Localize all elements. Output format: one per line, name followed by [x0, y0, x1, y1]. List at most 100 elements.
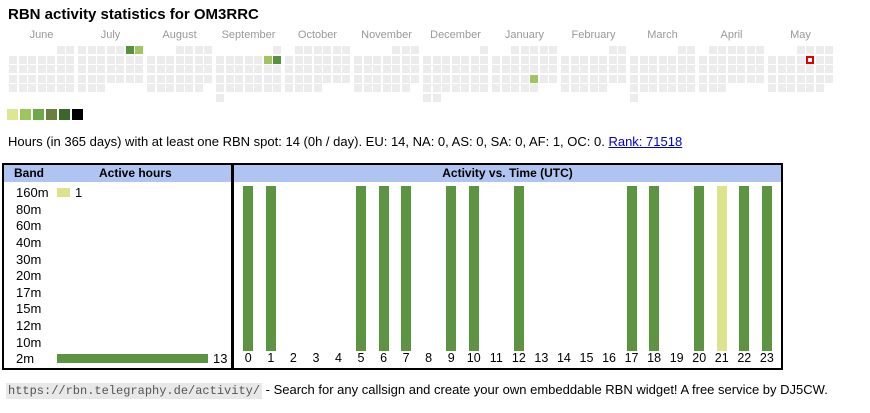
day-cell [815, 55, 824, 64]
hour-label: 10 [466, 350, 481, 365]
day-cell [501, 65, 510, 73]
day-cell [677, 55, 686, 64]
day-cell [313, 84, 322, 92]
day-cell [570, 84, 579, 92]
blank-cell [471, 46, 479, 54]
month-label: September [221, 29, 276, 41]
day-cell [480, 84, 488, 92]
hour-label: 1 [267, 350, 275, 365]
month-november: November [352, 29, 421, 102]
day-cell [313, 46, 322, 54]
day-cell [777, 65, 786, 73]
month-may: May [766, 29, 835, 102]
day-cell [156, 55, 165, 64]
hour-slot-7: 7 [395, 182, 418, 368]
day-cell [561, 65, 569, 73]
day-cell [687, 74, 695, 83]
day-cell [235, 74, 243, 83]
day-cell [737, 55, 745, 64]
day-cell [147, 84, 155, 92]
day-cell [28, 84, 36, 92]
day-cell [382, 55, 391, 64]
day-cell [125, 46, 134, 54]
hour-label: 4 [334, 350, 342, 365]
month-label: April [720, 29, 743, 41]
day-cell [756, 55, 764, 64]
blank-cell [590, 46, 598, 54]
day-cell [342, 65, 350, 73]
month-july: July [76, 29, 145, 102]
hour-slot-21: 21 [710, 182, 733, 368]
month-label: February [571, 29, 616, 41]
hour-label: 7 [402, 350, 410, 365]
day-cell [175, 65, 184, 73]
blank-cell [245, 46, 253, 54]
blank-cell [216, 46, 224, 54]
day-cell [501, 84, 510, 92]
day-cell [539, 46, 548, 54]
day-cell [668, 84, 676, 92]
day-cell [254, 84, 262, 92]
hour-slot-19: 19 [665, 182, 688, 368]
day-cell [756, 46, 764, 54]
day-cell [658, 65, 667, 73]
day-cell [392, 46, 400, 54]
day-cell [56, 84, 65, 92]
hour-bar-area [688, 182, 711, 351]
day-cell [78, 74, 86, 83]
hour-label: 6 [380, 350, 388, 365]
day-cell [9, 55, 17, 64]
hour-bar-area [553, 182, 576, 351]
hour-bar-area [350, 182, 373, 351]
day-cell [549, 55, 557, 64]
day-cell [699, 74, 707, 83]
hour-slot-2: 2 [282, 182, 305, 368]
day-cell [125, 74, 134, 83]
blank-cell [787, 46, 795, 54]
day-cell [194, 74, 203, 83]
hour-label: 13 [534, 350, 549, 365]
hour-label: 2 [289, 350, 297, 365]
day-cell [401, 55, 410, 64]
day-cell [225, 65, 234, 73]
band-label: 2m [16, 351, 35, 367]
day-cell [411, 46, 419, 54]
hour-bar-area [530, 182, 553, 351]
hour-label: 20 [692, 350, 707, 365]
band-label: 10m [16, 334, 42, 350]
day-cell [580, 65, 588, 73]
day-cell [432, 84, 441, 92]
day-cell [599, 84, 607, 92]
day-cell [87, 65, 96, 73]
day-cell [401, 84, 410, 92]
month-grid [147, 46, 212, 92]
blank-cell [768, 46, 776, 54]
legend-swatch [46, 108, 57, 120]
day-cell [47, 74, 55, 83]
day-cell [204, 55, 212, 64]
hour-bar-area [237, 182, 260, 351]
day-cell [175, 74, 184, 83]
day-cell [342, 55, 350, 64]
day-cell [768, 74, 776, 83]
day-cell [480, 65, 488, 73]
month-december: December [421, 29, 490, 102]
blank-cell [47, 46, 55, 54]
hour-slot-16: 16 [598, 182, 621, 368]
day-cell [699, 55, 707, 64]
blank-cell [226, 46, 234, 54]
rank-link[interactable]: Rank: 71518 [608, 133, 683, 149]
hour-slot-13: 13 [530, 182, 553, 368]
day-cell [549, 65, 557, 73]
hour-bar-area [733, 182, 756, 351]
day-cell [756, 65, 764, 73]
hour-label: 3 [312, 350, 320, 365]
day-cell [392, 65, 400, 73]
blank-cell [364, 46, 372, 54]
hour-bar-area [508, 182, 531, 351]
hour-slot-6: 6 [372, 182, 395, 368]
hour-label: 15 [579, 350, 594, 365]
day-cell [147, 74, 155, 83]
day-cell [423, 93, 431, 102]
day-cell [294, 46, 303, 54]
